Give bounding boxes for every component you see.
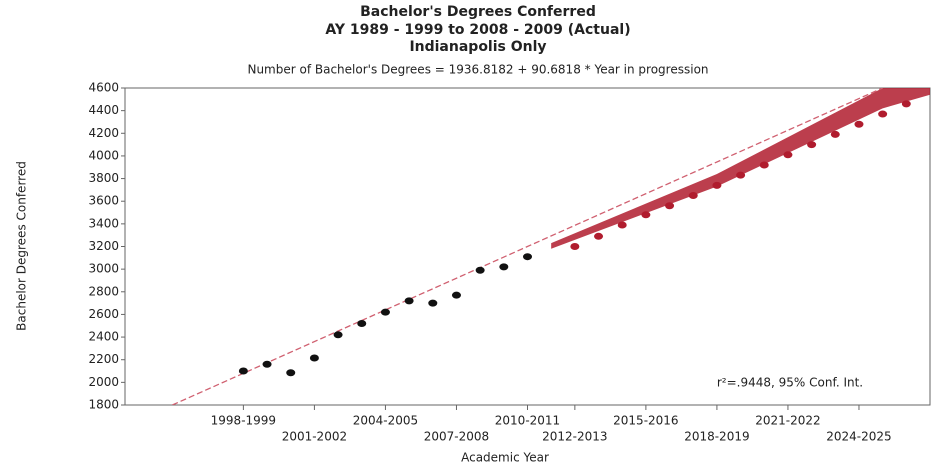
y-tick-label: 1800 bbox=[88, 398, 119, 412]
data-point bbox=[428, 299, 438, 307]
data-point bbox=[404, 297, 414, 305]
data-point bbox=[594, 232, 604, 240]
data-point bbox=[783, 151, 793, 159]
x-axis-label: Academic Year bbox=[461, 451, 549, 465]
data-point bbox=[475, 266, 485, 274]
x-tick-label: 2004-2005 bbox=[353, 414, 418, 428]
y-tick-label: 4400 bbox=[88, 103, 119, 117]
data-point bbox=[807, 141, 817, 149]
data-point bbox=[286, 369, 296, 377]
data-point bbox=[665, 202, 675, 210]
x-tick-label: 1998-1999 bbox=[211, 414, 276, 428]
y-tick-label: 2800 bbox=[88, 284, 119, 298]
y-axis-label: Bachelor Degrees Conferred bbox=[15, 161, 29, 331]
data-point bbox=[499, 263, 509, 271]
x-tick-label: 2012-2013 bbox=[542, 430, 607, 444]
annotation: r²=.9448, 95% Conf. Int. bbox=[717, 376, 863, 390]
plot-area bbox=[172, 88, 930, 405]
data-point bbox=[688, 192, 698, 200]
x-tick-label: 2021-2022 bbox=[755, 414, 820, 428]
equation: Number of Bachelor's Degrees = 1936.8182… bbox=[247, 63, 708, 77]
data-point bbox=[357, 319, 367, 327]
data-point bbox=[451, 291, 461, 299]
y-tick-label: 3400 bbox=[88, 216, 119, 230]
x-tick-label: 2015-2016 bbox=[613, 414, 678, 428]
y-tick-label: 2000 bbox=[88, 375, 119, 389]
chart-title: Bachelor's Degrees Conferred bbox=[360, 4, 596, 20]
data-point bbox=[262, 360, 272, 368]
data-point bbox=[617, 221, 627, 229]
y-tick-label: 3800 bbox=[88, 171, 119, 185]
x-tick-label: 2001-2002 bbox=[282, 430, 347, 444]
data-point bbox=[854, 120, 864, 128]
y-tick-label: 4000 bbox=[88, 148, 119, 162]
y-tick-label: 2400 bbox=[88, 330, 119, 344]
x-tick-label: 2024-2025 bbox=[826, 430, 891, 444]
x-tick-label: 2007-2008 bbox=[424, 430, 489, 444]
confidence-band bbox=[551, 88, 930, 249]
data-point bbox=[333, 331, 343, 339]
data-point bbox=[830, 130, 840, 138]
data-point bbox=[570, 243, 580, 250]
data-point bbox=[380, 308, 390, 316]
trend-line bbox=[172, 88, 883, 405]
y-tick-label: 2600 bbox=[88, 307, 119, 321]
chart-subtitle: Indianapolis Only bbox=[409, 39, 546, 55]
y-tick-label: 4600 bbox=[88, 81, 119, 95]
data-point bbox=[878, 110, 888, 118]
x-tick-label: 2010-2011 bbox=[495, 414, 560, 428]
data-point bbox=[309, 354, 319, 362]
y-tick-label: 3600 bbox=[88, 194, 119, 208]
data-point bbox=[736, 171, 746, 179]
y-tick-label: 2200 bbox=[88, 352, 119, 366]
x-tick-label: 2018-2019 bbox=[684, 430, 749, 444]
data-point bbox=[901, 100, 911, 108]
y-tick-label: 4200 bbox=[88, 126, 119, 140]
data-point bbox=[641, 211, 651, 219]
chart-subtitle: AY 1989 - 1999 to 2008 - 2009 (Actual) bbox=[325, 22, 630, 38]
data-point bbox=[523, 253, 532, 261]
data-point bbox=[712, 181, 722, 189]
data-point bbox=[238, 367, 248, 375]
y-tick-label: 3200 bbox=[88, 239, 119, 253]
y-tick-label: 3000 bbox=[88, 262, 119, 276]
data-point bbox=[759, 161, 769, 169]
